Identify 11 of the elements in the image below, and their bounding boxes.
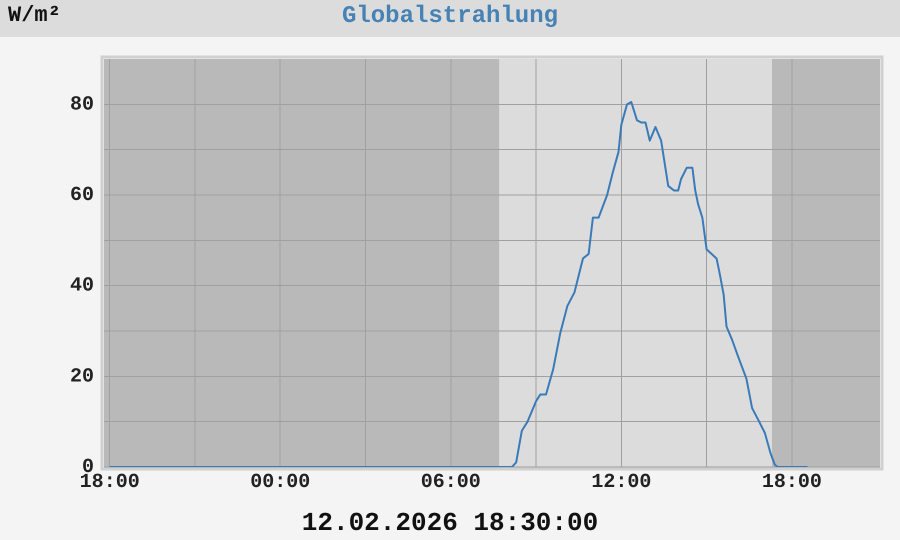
x-tick-label: 00:00	[250, 471, 310, 494]
text: 12.02.2026 18:30:00	[302, 508, 598, 538]
x-tick-label: 18:00	[762, 471, 822, 494]
y-axis-title: W/m²	[8, 3, 61, 28]
chart-title: Globalstrahlung	[342, 3, 558, 30]
x-tick-label: 12:00	[591, 471, 652, 494]
y-tick-label: 40	[70, 274, 94, 298]
y-tick-label: 60	[70, 184, 94, 208]
y-tick-label: 80	[70, 93, 94, 116]
y-tick-label: 20	[70, 365, 94, 388]
x-tick-label: 06:00	[420, 471, 481, 494]
